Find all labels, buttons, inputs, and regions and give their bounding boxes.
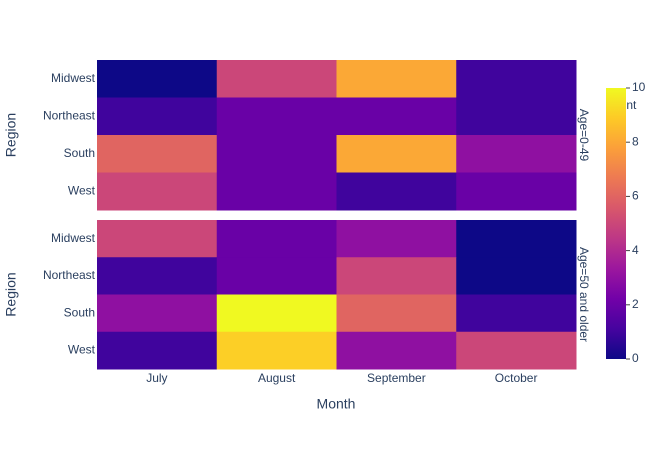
heatmap-cell	[216, 97, 337, 136]
heatmap-cell	[336, 257, 457, 295]
heatmap-cell	[336, 220, 457, 258]
heatmap-cell	[216, 60, 337, 98]
facet-label: Age=0-49	[577, 109, 591, 162]
heatmap-cell	[216, 135, 337, 173]
heatmap-cell	[336, 60, 457, 98]
heatmap-cell	[456, 294, 577, 333]
heatmap-cell	[456, 135, 577, 173]
heatmap-cell	[456, 60, 577, 98]
y-tick-label: Midwest	[51, 71, 96, 85]
colorbar	[606, 88, 626, 359]
heatmap-cell	[456, 220, 577, 258]
heatmap-cell	[216, 331, 337, 370]
y-tick-label: Northeast	[43, 108, 96, 122]
y-tick-label: South	[64, 146, 95, 160]
y-axis-title: Region	[3, 272, 19, 316]
heatmap-cell	[97, 172, 218, 211]
colorbar-tick-label: 10	[632, 80, 646, 94]
x-tick-label: September	[367, 371, 426, 385]
x-axis-title: Month	[317, 396, 356, 412]
y-tick-label: Midwest	[51, 231, 96, 245]
heatmap-cell	[336, 172, 457, 211]
colorbar-tick-label: 2	[632, 297, 639, 311]
y-tick-label: South	[64, 305, 95, 319]
heatmap-cell	[97, 257, 218, 295]
y-tick-label: Northeast	[43, 268, 96, 282]
y-axis-title: Region	[3, 113, 19, 157]
heatmap-cell	[456, 331, 577, 370]
heatmap-cell	[456, 257, 577, 295]
heatmap-cell	[456, 172, 577, 211]
heatmap-cell	[216, 172, 337, 211]
colorbar-tick-label: 8	[632, 134, 639, 148]
x-tick-label: October	[495, 371, 538, 385]
heatmap-cell	[216, 257, 337, 295]
heatmap-cell	[97, 97, 218, 136]
y-tick-label: West	[68, 183, 96, 197]
colorbar-tick-label: 0	[632, 351, 639, 365]
colorbar-tick-label: 6	[632, 189, 639, 203]
colorbar-tick-label: 4	[632, 243, 639, 257]
y-tick-label: West	[68, 343, 96, 357]
heatmap-cell	[456, 97, 577, 136]
x-tick-label: July	[146, 371, 167, 385]
x-tick-label: August	[258, 371, 296, 385]
heatmap-cell	[97, 294, 218, 333]
heatmap-cell	[97, 135, 218, 173]
heatmap-cell	[336, 135, 457, 173]
heatmap-cell	[216, 294, 337, 333]
heatmap-cell	[336, 294, 457, 333]
heatmap-cell	[216, 220, 337, 258]
heatmap-cell	[336, 331, 457, 370]
heatmap-cell	[336, 97, 457, 136]
heatmap-cell	[97, 60, 218, 98]
heatmap-cell	[97, 220, 218, 258]
facet-label: Age=50 and older	[577, 247, 591, 342]
heatmap-cell	[97, 331, 218, 370]
